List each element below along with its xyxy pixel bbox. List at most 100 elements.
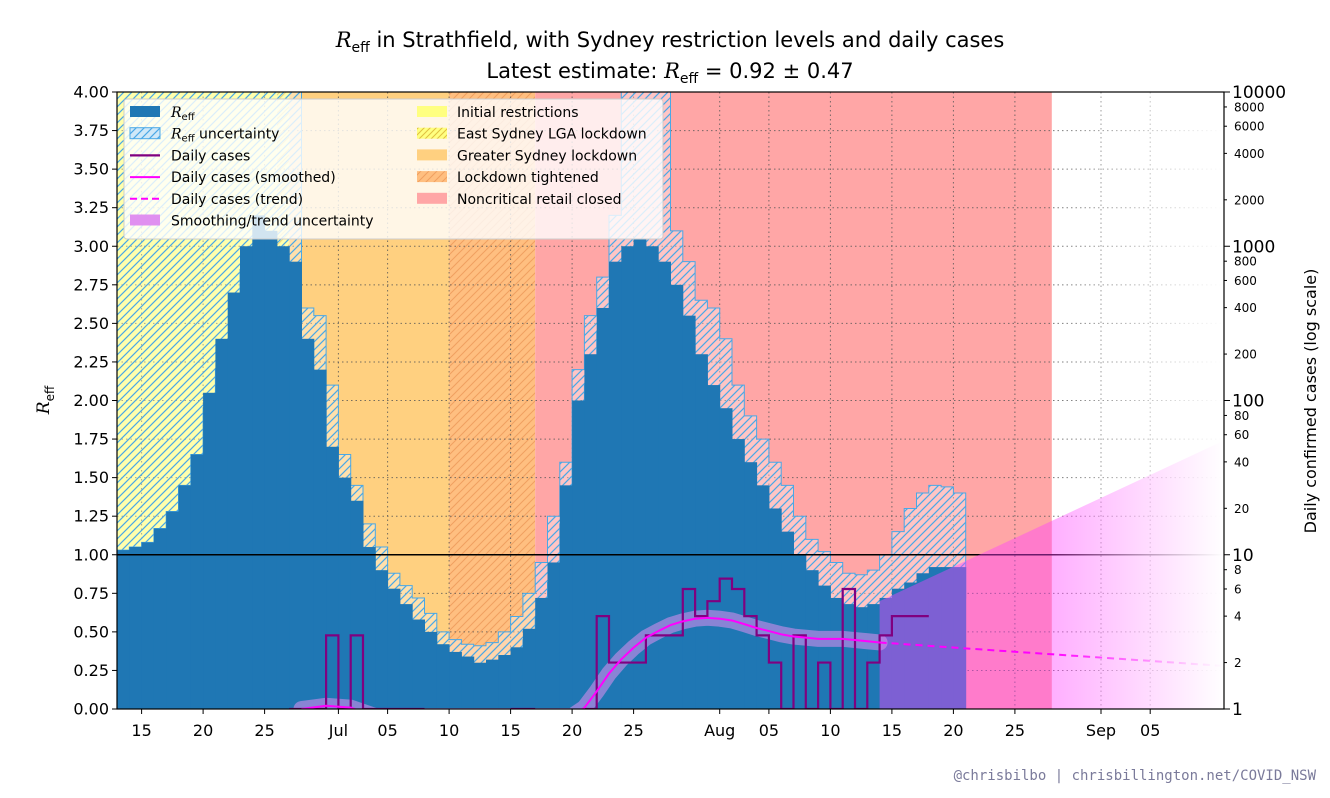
- left-tick-label: 0.50: [73, 622, 109, 641]
- reff-bar: [301, 338, 315, 709]
- credit-text: @chrisbilbo | chrisbillington.net/COVID_…: [953, 768, 1316, 784]
- reff-bar: [842, 604, 856, 709]
- reff-bar: [867, 604, 881, 709]
- x-tick-label: 05: [1140, 721, 1160, 740]
- x-tick-label: 25: [254, 721, 274, 740]
- left-tick-label: 2.00: [73, 391, 109, 410]
- reff-bar: [781, 531, 794, 709]
- reff-bar: [953, 567, 967, 709]
- reff-bar: [424, 631, 438, 709]
- reff-bar: [350, 500, 364, 709]
- reff-bar: [363, 547, 376, 709]
- reff-bar: [744, 462, 758, 709]
- reff-bar: [141, 542, 155, 709]
- daily-cases-line: [289, 634, 425, 709]
- left-tick-label: 3.75: [73, 121, 109, 140]
- reff-bar: [240, 246, 253, 709]
- x-tick-label: 15: [882, 721, 902, 740]
- x-tick-label: 05: [759, 721, 779, 740]
- reff-bar: [227, 292, 241, 709]
- x-tick-label: 10: [439, 721, 459, 740]
- right-minor-tick-label: 2000: [1234, 193, 1265, 207]
- legend-label-trend: Daily cases (trend): [171, 192, 303, 208]
- reff-bar: [510, 647, 524, 709]
- legend-label-initial-restrictions: Initial restrictions: [457, 105, 579, 121]
- right-minor-tick-label: 60: [1234, 428, 1249, 442]
- right-minor-tick-label: 6000: [1234, 120, 1265, 134]
- left-tick-label: 0.25: [73, 661, 109, 680]
- legend-label-lockdown-tightened: Lockdown tightened: [457, 170, 599, 186]
- reff-bar: [153, 528, 167, 709]
- right-minor-tick-label: 40: [1234, 455, 1249, 469]
- reff-bar: [190, 454, 204, 709]
- legend-box: [123, 98, 664, 240]
- legend-label-east-sydney-lockdown: East Sydney LGA lockdown: [457, 127, 647, 143]
- reff-bar: [818, 585, 831, 709]
- reff-bar: [732, 439, 745, 709]
- left-axis-label: Reff: [34, 385, 57, 415]
- left-tick-label: 1.25: [73, 507, 109, 526]
- legend-label-smoothing-uncertainty: Smoothing/trend uncertainty: [171, 214, 374, 230]
- left-tick-label: 0.00: [73, 700, 109, 719]
- right-minor-tick-label: 4: [1234, 610, 1242, 624]
- reff-bar: [498, 655, 512, 709]
- reff-bar: [117, 550, 130, 709]
- left-tick-label: 1.50: [73, 468, 109, 487]
- right-major-tick-label: 1000: [1232, 237, 1275, 257]
- reff-bar: [719, 408, 733, 709]
- x-tick-label: 05: [377, 721, 397, 740]
- x-tick-label: Aug: [704, 721, 735, 740]
- legend-label-greater-sydney-lockdown: Greater Sydney lockdown: [457, 148, 637, 164]
- reff-bar: [412, 619, 425, 709]
- reff-bar: [436, 644, 450, 709]
- reff-bar: [658, 261, 671, 709]
- chart-subtitle: Latest estimate: Reff = 0.92 ± 0.47: [486, 59, 854, 88]
- right-minor-tick-label: 8: [1234, 563, 1242, 577]
- reff-bar: [633, 238, 647, 709]
- left-tick-label: 1.00: [73, 545, 109, 564]
- reff-bar: [461, 656, 475, 709]
- reff-bar: [768, 508, 782, 709]
- right-minor-tick-label: 8000: [1234, 100, 1265, 114]
- legend-label-reff: Reff: [170, 105, 196, 123]
- right-major-tick-label: 1: [1232, 700, 1243, 720]
- reff-bar: [830, 597, 844, 709]
- reff-bar: [289, 261, 302, 709]
- x-tick-label: 15: [131, 721, 151, 740]
- reff-bar: [338, 477, 352, 709]
- legend-swatch-reff-uncertainty: [130, 127, 160, 139]
- legend-swatch-noncritical-retail-closed: [417, 192, 447, 204]
- right-minor-tick-label: 4000: [1234, 147, 1265, 161]
- reff-bar: [252, 215, 266, 709]
- right-major-tick-label: 10000: [1232, 83, 1286, 103]
- reff-bar: [399, 604, 413, 709]
- right-minor-tick-label: 600: [1234, 274, 1257, 288]
- reff-bar: [695, 354, 708, 709]
- reff-bar: [756, 485, 770, 709]
- reff-bar: [522, 628, 536, 709]
- left-tick-label: 2.25: [73, 352, 109, 371]
- future-fade: [1051, 92, 1224, 709]
- smoothed-cases-line: [301, 616, 880, 709]
- legend-swatch-smoothing-uncertainty: [130, 214, 160, 226]
- x-tick-label: 15: [500, 721, 520, 740]
- right-axis-label: Daily confirmed cases (log scale): [1301, 269, 1320, 534]
- right-minor-tick-label: 2: [1234, 656, 1242, 670]
- reff-bar: [547, 562, 561, 709]
- reff-bar: [535, 597, 548, 709]
- legend-swatch-east-sydney-lockdown: [417, 127, 447, 139]
- reff-bar: [178, 485, 192, 709]
- reff-bar: [855, 607, 868, 709]
- legend-label-smoothed: Daily cases (smoothed): [171, 170, 336, 186]
- reff-bar: [609, 261, 622, 709]
- reff-bar: [879, 597, 893, 709]
- reff-bar: [313, 369, 327, 709]
- left-tick-label: 3.00: [73, 237, 109, 256]
- reff-bar: [682, 315, 696, 709]
- x-tick-label: Sep: [1086, 721, 1116, 740]
- reff-bar: [387, 588, 401, 709]
- daily-cases-line: [584, 577, 929, 709]
- right-minor-tick-label: 800: [1234, 255, 1257, 269]
- reff-bar: [584, 354, 598, 709]
